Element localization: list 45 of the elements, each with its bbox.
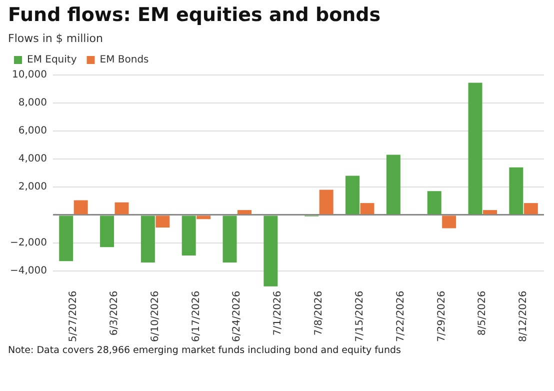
- bar: [442, 216, 456, 228]
- bar: [156, 216, 170, 228]
- x-tick-label: 6/3/2026: [108, 290, 120, 336]
- bar: [114, 202, 129, 214]
- bar: [509, 167, 524, 214]
- x-tick-label: 6/10/2026: [150, 290, 161, 342]
- bar: [468, 82, 482, 214]
- bar: [319, 190, 334, 214]
- x-tick-label: 8/12/2026: [518, 290, 530, 342]
- y-tick-label: 2,000: [18, 182, 48, 193]
- text: Note: Data covers 28,966 emerging market funds including bond and equity funds: [8, 345, 402, 356]
- bar: [222, 216, 237, 263]
- bar: [264, 216, 278, 286]
- x-tick-label: 7/29/2026: [436, 290, 448, 342]
- bar: [360, 203, 374, 214]
- bar: [346, 176, 360, 214]
- legend-label: EM Bonds: [100, 54, 149, 66]
- chart-title: Fund flows: EM equities and bonds: [8, 4, 382, 26]
- y-tick-label: 4,000: [18, 154, 48, 165]
- x-tick-label: 7/22/2026: [395, 290, 406, 342]
- x-tick-label: 6/17/2026: [190, 290, 202, 342]
- bar: [524, 203, 538, 214]
- x-tick-label: 7/1/2026: [272, 290, 284, 336]
- y-tick-label: 10,000: [12, 70, 48, 81]
- x-tick-label: 5/27/2026: [68, 290, 80, 342]
- bar: [74, 200, 88, 214]
- y-tick-label: −4,000: [10, 266, 48, 277]
- y-tick-label: 6,000: [18, 126, 48, 137]
- bar: [482, 210, 497, 214]
- chart-subtitle: Flows in $ million: [8, 32, 104, 45]
- bar: [238, 210, 252, 214]
- y-tick-label: 8,000: [18, 98, 48, 109]
- bar: [386, 154, 400, 214]
- bar: [100, 216, 114, 248]
- x-tick-label: 8/5/2026: [477, 290, 488, 336]
- legend-label: EM Equity: [27, 54, 77, 66]
- bar: [196, 216, 211, 220]
- x-tick-label: 7/8/2026: [314, 290, 325, 336]
- bar: [182, 216, 196, 256]
- bar: [140, 216, 155, 263]
- x-tick-label: 6/24/2026: [232, 290, 243, 342]
- bar: [59, 216, 74, 262]
- y-tick-label: −2,000: [10, 238, 48, 249]
- bar: [427, 191, 442, 214]
- x-tick-label: 7/15/2026: [354, 290, 366, 342]
